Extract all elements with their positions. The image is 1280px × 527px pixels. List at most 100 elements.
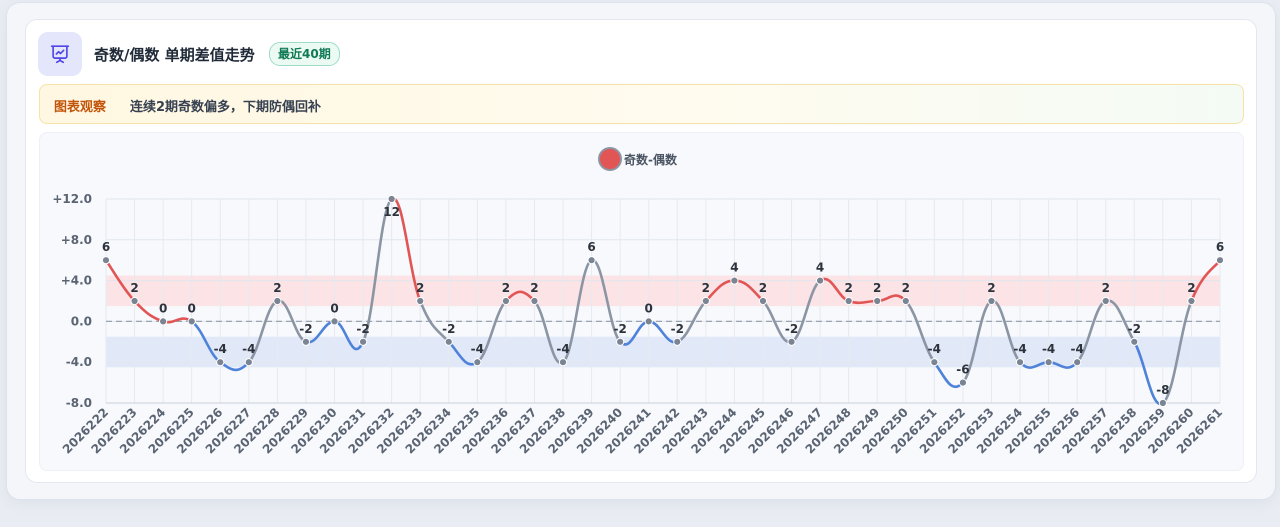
observation-text: 连续2期奇数偏多，下期防偶回补 — [130, 100, 322, 115]
data-label: 2 — [873, 281, 881, 295]
data-point — [1130, 337, 1139, 346]
series-line-segment — [904, 299, 936, 364]
data-label: 0 — [159, 301, 167, 315]
data-point — [130, 296, 139, 306]
data-point — [244, 358, 253, 367]
data-label: -4 — [214, 342, 227, 356]
data-point — [930, 358, 939, 367]
data-point — [387, 194, 396, 204]
data-label: 6 — [1216, 240, 1224, 254]
data-label: -2 — [299, 322, 312, 336]
period-badge[interactable]: 最近40期 — [269, 42, 340, 66]
data-label: -2 — [785, 322, 798, 336]
y-tick-label: +4.0 — [61, 274, 92, 288]
data-point — [558, 358, 568, 367]
data-point — [1215, 256, 1225, 265]
data-label: -2 — [1128, 322, 1141, 336]
data-point — [873, 296, 882, 306]
observation-label: 图表观察 — [54, 100, 107, 115]
data-label: 2 — [502, 281, 510, 295]
legend-marker — [598, 147, 622, 171]
page-container: 奇数/偶数 单期差值走势 最近40期 图表观察 连续2期奇数偏多，下期防偶回补 … — [6, 2, 1276, 500]
data-label: -4 — [1071, 342, 1084, 356]
data-point — [273, 296, 282, 306]
data-label: 2 — [702, 281, 710, 295]
series-line-segment — [961, 299, 993, 384]
data-point — [1187, 296, 1196, 306]
data-point — [816, 276, 825, 285]
observation-banner: 图表观察 连续2期奇数偏多，下期防偶回补 — [39, 84, 1244, 124]
data-label: 6 — [102, 240, 110, 254]
data-point — [1101, 296, 1110, 306]
data-point — [159, 317, 168, 326]
data-label: -4 — [1013, 342, 1026, 356]
data-label: 2 — [1187, 281, 1195, 295]
data-point — [358, 337, 368, 346]
data-point — [644, 317, 653, 326]
data-label: 2 — [273, 281, 281, 295]
data-point — [787, 337, 796, 346]
data-label: -4 — [1042, 342, 1055, 356]
data-label: 4 — [816, 261, 824, 275]
data-point — [1015, 358, 1025, 367]
y-tick-label: -4.0 — [66, 355, 92, 369]
series-line-segment — [361, 197, 393, 344]
data-point — [673, 337, 682, 346]
data-label: 2 — [759, 281, 767, 295]
data-point — [444, 337, 453, 346]
plot-area: +12.0 +8.0 +4.0 0.0 -4.0 -8.0 6 2026222 2 2026223… — [39, 132, 1244, 471]
data-label: -4 — [928, 342, 941, 356]
data-point — [844, 296, 853, 306]
data-point — [473, 358, 482, 367]
data-point — [216, 358, 225, 367]
data-label: 0 — [188, 301, 196, 315]
data-point — [101, 256, 111, 265]
difference-line-chart: +12.0+8.0+4.00.0-4.0-8.06202622222026223… — [52, 147, 1225, 456]
data-point — [730, 276, 739, 285]
data-label: -4 — [556, 342, 569, 356]
data-label: 2 — [1102, 281, 1110, 295]
data-label: 0 — [645, 301, 653, 315]
data-point — [330, 317, 339, 326]
data-label: 2 — [416, 281, 424, 295]
data-point — [1158, 398, 1167, 408]
data-point — [758, 296, 768, 306]
chart-card: 奇数/偶数 单期差值走势 最近40期 图表观察 连续2期奇数偏多，下期防偶回补 … — [25, 19, 1257, 483]
data-label: 2 — [987, 281, 995, 295]
data-label: -4 — [471, 342, 484, 356]
data-label: 2 — [844, 281, 852, 295]
data-point — [416, 296, 425, 306]
y-tick-label: +8.0 — [61, 233, 92, 247]
data-point — [501, 296, 510, 306]
series-line-segment — [1161, 299, 1193, 405]
presentation-chart-icon — [38, 32, 82, 76]
y-tick-label: 0.0 — [71, 314, 92, 328]
data-point — [958, 378, 968, 387]
data-label: -2 — [356, 322, 369, 336]
data-point — [901, 296, 910, 306]
y-tick-label: +12.0 — [52, 192, 92, 206]
data-point — [1073, 358, 1082, 367]
data-point — [616, 337, 625, 346]
data-label: -2 — [671, 322, 684, 336]
data-label: -4 — [242, 342, 255, 356]
data-label: 12 — [383, 205, 400, 219]
data-point — [987, 296, 996, 306]
data-point — [587, 256, 596, 265]
data-label: 2 — [530, 281, 538, 295]
data-point — [301, 337, 311, 346]
data-point — [530, 296, 539, 306]
data-label: -6 — [956, 363, 969, 377]
data-label: 0 — [330, 301, 338, 315]
data-point — [1044, 358, 1053, 367]
card-title: 奇数/偶数 单期差值走势 — [94, 46, 255, 64]
data-label: -2 — [442, 322, 455, 336]
legend-label: 奇数-偶数 — [624, 152, 678, 167]
y-tick-label: -8.0 — [66, 396, 92, 410]
series-line-segment — [561, 258, 593, 364]
data-label: 4 — [730, 261, 738, 275]
data-label: 2 — [130, 281, 138, 295]
data-label: 2 — [902, 281, 910, 295]
data-point — [701, 296, 710, 306]
series-line-segment — [476, 299, 508, 364]
